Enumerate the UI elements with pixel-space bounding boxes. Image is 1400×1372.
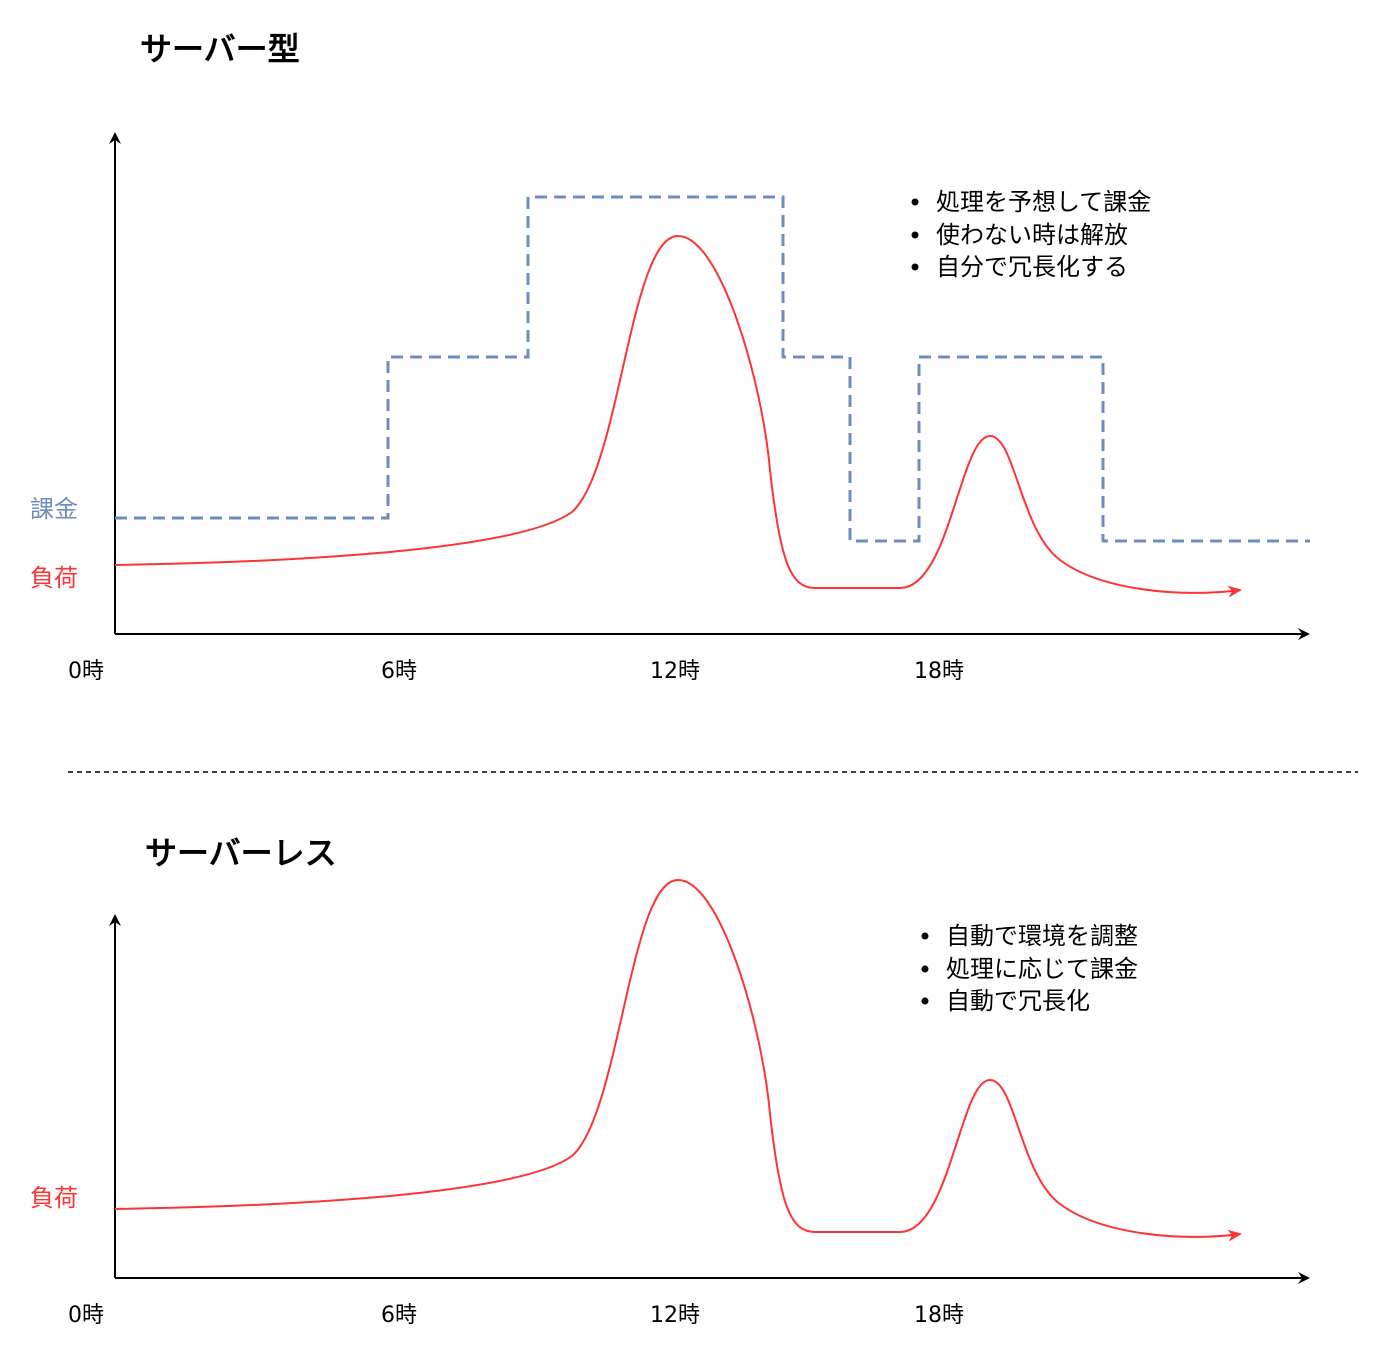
server-bullets: 処理を予想して課金 使わない時は解放 自分で冗長化する [911,188,1151,281]
tick-12: 12時 [650,1303,700,1328]
load-curve [114,234,1242,598]
tick-18: 18時 [914,659,964,684]
serverless-title: サーバーレス [145,834,337,872]
tick-0: 0時 [68,1303,104,1328]
billing-label: 課金 [30,495,78,523]
server-panel: サーバー型 課金 負荷 0時 6時 12時 18時 処理を予想して課金 使わない… [30,30,1310,684]
serverless-bullets: 自動で環境を調整 処理に応じて課金 自動で冗長化 [921,922,1138,1015]
bullet: 自動で冗長化 [946,987,1090,1015]
load-curve [114,878,1242,1242]
tick-18: 18時 [914,1303,964,1328]
tick-6: 6時 [381,659,417,684]
tick-12: 12時 [650,659,700,684]
bullet: 自分で冗長化する [936,253,1128,281]
load-label: 負荷 [30,564,78,592]
tick-0: 0時 [68,659,104,684]
serverless-panel: サーバーレス 負荷 0時 6時 12時 18時 自動で環境を調整 処理に応じて課… [30,834,1310,1328]
bullet: 処理を予想して課金 [936,188,1151,216]
bullet: 自動で環境を調整 [946,922,1138,950]
tick-6: 6時 [381,1303,417,1328]
bullet: 使わない時は解放 [936,221,1128,249]
load-label: 負荷 [30,1184,78,1212]
billing-line [115,195,1310,543]
bullet: 処理に応じて課金 [946,955,1138,983]
server-title: サーバー型 [140,30,300,68]
